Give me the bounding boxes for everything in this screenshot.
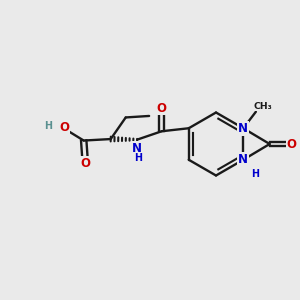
- Text: O: O: [80, 157, 90, 170]
- Text: H: H: [251, 169, 259, 179]
- Text: O: O: [59, 121, 70, 134]
- Text: N: N: [238, 153, 248, 166]
- Text: H: H: [134, 153, 142, 163]
- Text: N: N: [132, 142, 142, 154]
- Text: O: O: [157, 102, 167, 115]
- Text: H: H: [45, 121, 52, 130]
- Text: N: N: [238, 122, 248, 135]
- Text: CH₃: CH₃: [253, 102, 272, 111]
- Text: O: O: [286, 137, 297, 151]
